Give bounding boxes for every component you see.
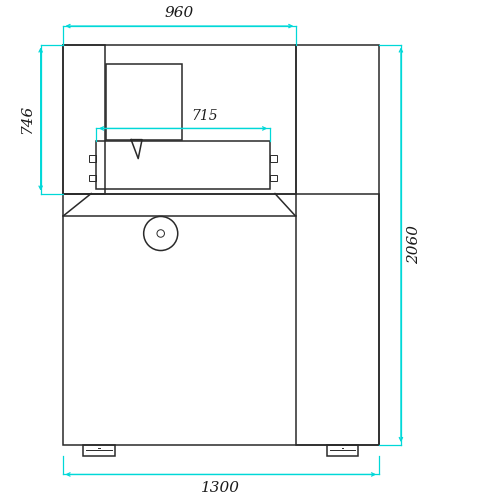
Text: 960: 960 <box>165 6 194 20</box>
Text: 2060: 2060 <box>408 226 422 264</box>
Bar <box>270 155 277 162</box>
Text: 715: 715 <box>192 108 218 122</box>
Bar <box>62 44 296 194</box>
Bar <box>89 175 96 181</box>
Bar <box>84 445 115 456</box>
Bar <box>270 175 277 181</box>
Bar <box>96 140 270 188</box>
Bar <box>62 44 105 194</box>
Bar <box>106 64 182 140</box>
Bar <box>62 194 379 445</box>
Text: 746: 746 <box>20 104 34 134</box>
Text: 1300: 1300 <box>202 481 240 495</box>
Bar <box>89 155 96 162</box>
Bar <box>326 445 358 456</box>
Bar <box>296 44 379 445</box>
